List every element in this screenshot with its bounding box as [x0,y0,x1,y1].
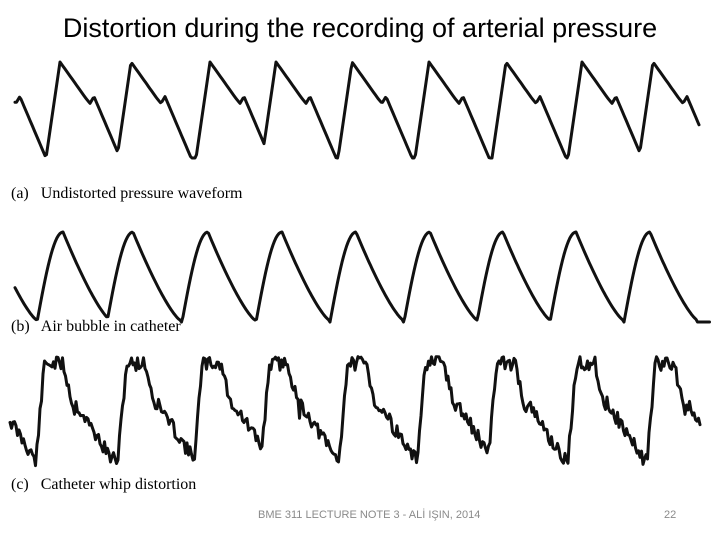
caption-air-bubble: (b) Air bubble in catheter [11,318,181,335]
slide-number: 22 [664,509,677,521]
caption-undistorted: (a) Undistorted pressure waveform [11,185,243,202]
waveform-air-bubble [13,230,711,324]
caption-catheter-whip: (c) Catheter whip distortion [11,476,197,493]
waveform-catheter-whip [8,355,702,468]
waveform-undistorted [13,60,701,160]
footer-text: BME 311 LECTURE NOTE 3 - ALİ IŞIN, 2014 [258,509,481,521]
slide-title: Distortion during the recording of arter… [62,13,658,43]
